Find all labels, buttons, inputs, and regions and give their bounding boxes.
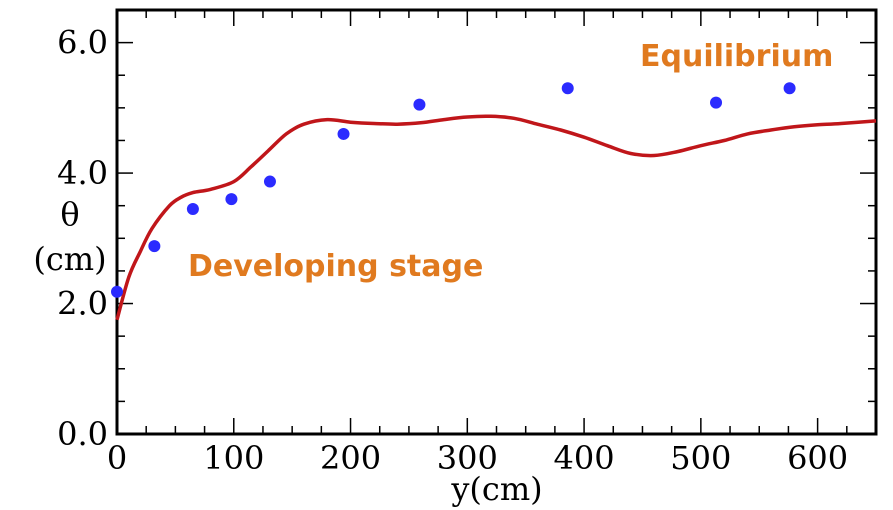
annotation-equilibrium: Equilibrium [640,39,833,74]
y-tick-label: 0.0 [57,415,108,453]
data-point [225,193,238,206]
series-line [115,114,877,321]
data-point [111,285,123,298]
y-tick-labels: 0.0 2.0 4.0 6.0 [57,24,108,453]
y-tick-label: 4.0 [57,154,108,192]
data-point [337,127,350,140]
x-axis-label: y(cm) [450,470,542,508]
data-point [413,98,426,111]
x-tick-label: 300 [437,439,498,477]
x-tick-label: 400 [554,439,615,477]
x-tick-label: 100 [203,439,264,477]
data-point [186,202,199,215]
x-tick-label: 600 [787,439,848,477]
annotation-developing-stage: Developing stage [188,249,483,284]
y-axis-label-unit: (cm) [33,240,106,278]
data-point [783,82,796,95]
data-point [263,175,276,188]
y-axis-label-symbol: θ [60,195,79,233]
data-point [148,240,161,253]
x-tick-label: 0 [107,439,127,477]
x-tick-labels: 0 100 200 300 400 500 600 [107,439,848,477]
y-tick-label: 6.0 [57,24,108,62]
x-tick-label: 500 [670,439,731,477]
data-point [561,82,574,95]
tick-marks [116,9,877,435]
data-point [710,96,723,109]
y-tick-label: 2.0 [57,285,108,323]
data-points [111,82,796,298]
x-tick-label: 200 [320,439,381,477]
